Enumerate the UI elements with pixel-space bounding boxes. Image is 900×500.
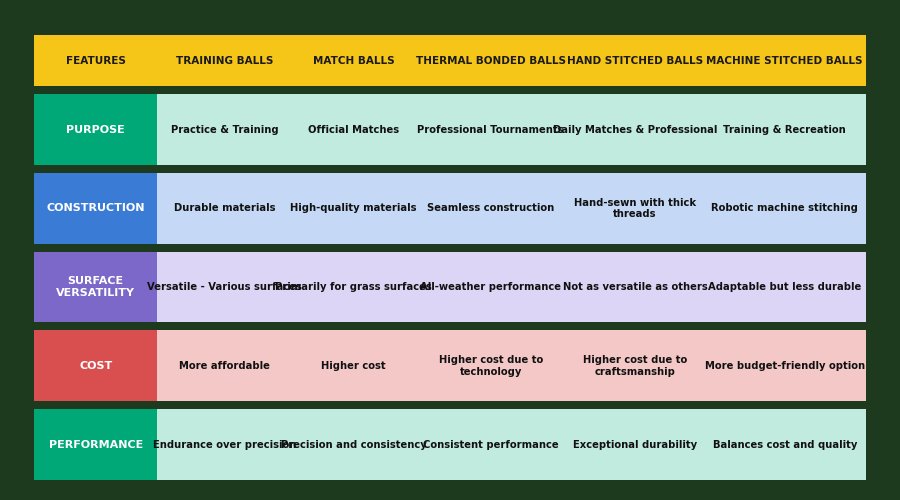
Text: COST: COST bbox=[79, 361, 112, 371]
FancyBboxPatch shape bbox=[34, 252, 157, 322]
FancyBboxPatch shape bbox=[158, 94, 866, 165]
Text: Higher cost: Higher cost bbox=[321, 361, 386, 371]
Text: More affordable: More affordable bbox=[179, 361, 270, 371]
Text: Practice & Training: Practice & Training bbox=[171, 124, 278, 134]
Text: Precision and consistency: Precision and consistency bbox=[281, 440, 427, 450]
FancyBboxPatch shape bbox=[34, 94, 157, 165]
Text: Consistent performance: Consistent performance bbox=[423, 440, 559, 450]
Text: Training & Recreation: Training & Recreation bbox=[724, 124, 846, 134]
Text: Not as versatile as others: Not as versatile as others bbox=[562, 282, 707, 292]
Text: SURFACE
VERSATILITY: SURFACE VERSATILITY bbox=[56, 276, 135, 298]
FancyBboxPatch shape bbox=[292, 35, 415, 86]
FancyBboxPatch shape bbox=[158, 173, 866, 244]
Text: Balances cost and quality: Balances cost and quality bbox=[713, 440, 857, 450]
FancyBboxPatch shape bbox=[34, 409, 157, 480]
Text: MATCH BALLS: MATCH BALLS bbox=[312, 56, 394, 66]
Text: Official Matches: Official Matches bbox=[308, 124, 399, 134]
Text: PURPOSE: PURPOSE bbox=[67, 124, 125, 134]
Text: MACHINE STITCHED BALLS: MACHINE STITCHED BALLS bbox=[706, 56, 863, 66]
FancyBboxPatch shape bbox=[158, 252, 866, 322]
FancyBboxPatch shape bbox=[34, 35, 157, 86]
Text: Versatile - Various surfaces: Versatile - Various surfaces bbox=[148, 282, 302, 292]
FancyBboxPatch shape bbox=[158, 330, 866, 401]
Text: Robotic machine stitching: Robotic machine stitching bbox=[711, 204, 859, 214]
Text: THERMAL BONDED BALLS: THERMAL BONDED BALLS bbox=[416, 56, 566, 66]
FancyBboxPatch shape bbox=[34, 173, 157, 244]
Text: Higher cost due to
technology: Higher cost due to technology bbox=[438, 355, 543, 376]
FancyBboxPatch shape bbox=[415, 35, 566, 86]
FancyBboxPatch shape bbox=[704, 35, 866, 86]
Text: Exceptional durability: Exceptional durability bbox=[573, 440, 698, 450]
Text: All-weather performance: All-weather performance bbox=[420, 282, 562, 292]
Text: Daily Matches & Professional: Daily Matches & Professional bbox=[553, 124, 717, 134]
Text: High-quality materials: High-quality materials bbox=[291, 204, 417, 214]
Text: Primarily for grass surfaces: Primarily for grass surfaces bbox=[275, 282, 432, 292]
FancyBboxPatch shape bbox=[158, 35, 292, 86]
Text: CONSTRUCTION: CONSTRUCTION bbox=[47, 204, 145, 214]
FancyBboxPatch shape bbox=[566, 35, 704, 86]
Text: PERFORMANCE: PERFORMANCE bbox=[49, 440, 143, 450]
Text: HAND STITCHED BALLS: HAND STITCHED BALLS bbox=[567, 56, 703, 66]
Text: More budget-friendly option: More budget-friendly option bbox=[705, 361, 865, 371]
FancyBboxPatch shape bbox=[34, 330, 157, 401]
Text: TRAINING BALLS: TRAINING BALLS bbox=[176, 56, 274, 66]
Text: Endurance over precision: Endurance over precision bbox=[153, 440, 296, 450]
Text: Seamless construction: Seamless construction bbox=[428, 204, 554, 214]
FancyBboxPatch shape bbox=[158, 409, 866, 480]
Text: Adaptable but less durable: Adaptable but less durable bbox=[708, 282, 861, 292]
Text: FEATURES: FEATURES bbox=[66, 56, 126, 66]
Text: Hand-sewn with thick
threads: Hand-sewn with thick threads bbox=[574, 198, 696, 219]
Text: Durable materials: Durable materials bbox=[174, 204, 275, 214]
Text: Professional Tournaments: Professional Tournaments bbox=[418, 124, 564, 134]
Text: Higher cost due to
craftsmanship: Higher cost due to craftsmanship bbox=[583, 355, 688, 376]
